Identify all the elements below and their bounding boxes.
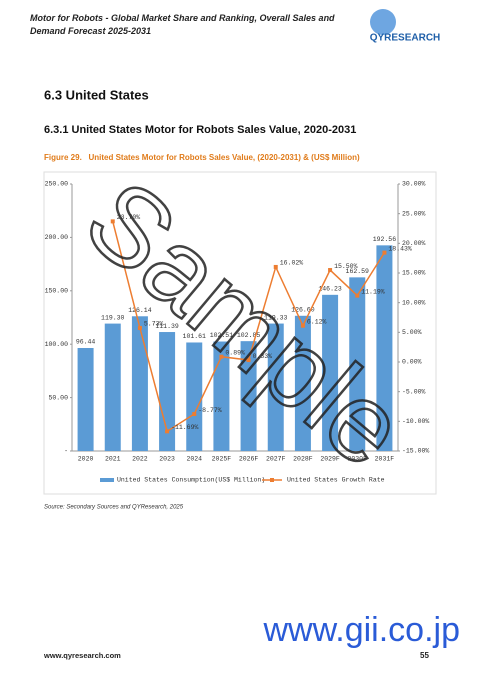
bar-label: 119.33 [264, 314, 288, 321]
x-tick-label: 2030F [347, 456, 367, 463]
growth-marker [219, 354, 224, 359]
legend-swatch [270, 478, 274, 482]
x-tick-label: 2029F [320, 456, 340, 463]
y2-tick-label: 5.00% [402, 329, 422, 336]
bar-label: 146.23 [318, 286, 342, 293]
legend-label: United States Growth Rate [287, 477, 385, 484]
bar-label: 126.14 [128, 307, 152, 314]
chart-frame [43, 171, 437, 495]
bar-label: 101.61 [183, 333, 207, 340]
bar [294, 315, 311, 451]
bar-label: 111.39 [155, 323, 179, 330]
bar [131, 316, 148, 451]
footer-url: www.qyresearch.com [43, 651, 121, 660]
growth-label: 5.73% [144, 321, 164, 328]
section-title: 6.3 United States [44, 87, 149, 102]
bar [240, 341, 257, 451]
x-tick-label: 2022 [132, 456, 148, 463]
growth-label: 15.50% [334, 263, 358, 270]
growth-label: -11.69% [171, 424, 198, 431]
y2-tick-label: 10.00% [402, 299, 426, 306]
x-tick-label: 2025F [212, 456, 232, 463]
growth-marker [273, 264, 278, 269]
growth-marker [110, 219, 115, 224]
logo-globe [370, 9, 396, 35]
growth-label: -8.77% [198, 407, 222, 414]
growth-label: 11.19% [361, 288, 385, 295]
y-tick-label: 250.00 [45, 181, 69, 188]
bar-label: 96.44 [76, 339, 96, 346]
subsection-title: 6.3.1 United States Motor for Robots Sal… [44, 124, 356, 136]
y2-tick-label: -15.00% [402, 448, 429, 455]
growth-marker [246, 358, 251, 363]
y-tick-label: - [64, 448, 68, 455]
growth-label: 18.43% [388, 245, 412, 252]
x-tick-label: 2024 [186, 456, 202, 463]
y2-tick-label: -5.00% [402, 388, 426, 395]
growth-label: 6.12% [307, 318, 327, 325]
x-tick-label: 2023 [159, 456, 175, 463]
growth-label: 23.70% [117, 214, 141, 221]
site-watermark: www.gii.co.jp [262, 611, 460, 649]
bar-label: 192.56 [373, 236, 397, 243]
bar-label: 119.30 [101, 314, 125, 321]
source: Source: Secondary Sources and QYResearch… [44, 505, 184, 511]
growth-label: 0.33% [253, 353, 273, 360]
x-tick-label: 2031F [375, 456, 395, 463]
growth-label: 0.89% [225, 349, 245, 356]
bar [349, 277, 366, 451]
page-number: 55 [420, 651, 429, 660]
growth-marker [355, 293, 360, 298]
y2-tick-label: 30.00% [402, 181, 426, 188]
bar-label: 102.51 [210, 332, 234, 339]
legend-label: United States Consumption(US$ Million) [117, 477, 265, 484]
bar [159, 332, 176, 451]
x-tick-label: 2026F [239, 456, 259, 463]
x-tick-label: 2020 [78, 456, 94, 463]
figure-caption: Figure 29. United States Motor for Robot… [44, 153, 360, 162]
bar [322, 294, 339, 451]
y-tick-label: 150.00 [45, 288, 69, 295]
header-box: Motor for Robots - Global Market Share a… [30, 13, 335, 36]
growth-marker [137, 326, 142, 331]
y-tick-label: 50.00 [48, 394, 68, 401]
y2-tick-label: -10.00% [402, 418, 429, 425]
x-tick-label: 2021 [105, 456, 121, 463]
growth-marker [192, 412, 197, 417]
growth-label: 16.02% [280, 260, 304, 267]
growth-marker [382, 250, 387, 255]
y2-tick-label: 15.00% [402, 270, 426, 277]
chart: - 50.00 100.00 150.00 200.00 250.00 -15.00% -10… [45, 181, 430, 484]
logo-text: QYRESEARCH [370, 33, 441, 44]
bar [376, 245, 393, 451]
bar-label: 102.85 [237, 332, 261, 339]
y-tick-label: 200.00 [45, 234, 69, 241]
x-tick-label: 2027F [266, 456, 286, 463]
bar [213, 341, 230, 451]
y2-tick-label: 0.00% [402, 359, 422, 366]
bar [267, 323, 284, 451]
growth-marker [165, 429, 170, 434]
growth-marker [300, 323, 305, 328]
bar [104, 323, 121, 451]
y2-tick-label: 25.00% [402, 210, 426, 217]
legend-swatch [100, 478, 114, 482]
bar [77, 348, 94, 451]
header-title: Motor for Robots - Global Market Share a… [30, 13, 335, 36]
bar-label: 162.59 [346, 268, 370, 275]
y-tick-label: 100.00 [45, 341, 69, 348]
bar [186, 342, 203, 451]
bar-label: 126.60 [291, 307, 315, 314]
y2-tick-label: 20.00% [402, 240, 426, 247]
growth-marker [328, 268, 333, 273]
x-tick-label: 2028F [293, 456, 313, 463]
